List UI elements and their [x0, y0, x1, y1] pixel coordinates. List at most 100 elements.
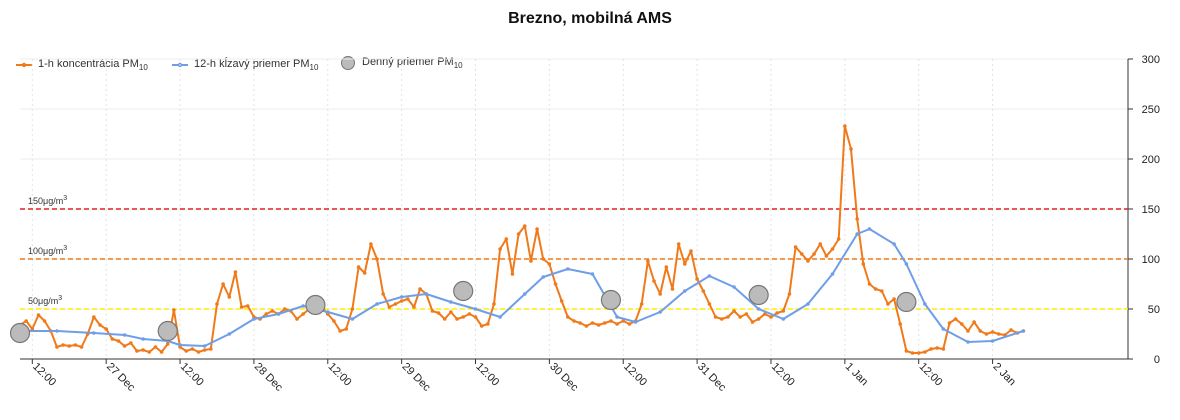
series-0-point[interactable] [670, 287, 675, 291]
series-0-point[interactable] [73, 343, 78, 347]
series-0-point[interactable] [916, 351, 921, 355]
series-0-point[interactable] [486, 322, 490, 326]
series-0-point[interactable] [775, 311, 779, 315]
daily-average-point[interactable] [748, 284, 769, 306]
series-0-point[interactable] [375, 257, 379, 261]
series-1-point[interactable] [566, 267, 570, 271]
series-0-point[interactable] [596, 323, 601, 327]
series-0-point[interactable] [215, 302, 219, 306]
series-0-point[interactable] [658, 292, 662, 296]
series-0-point[interactable] [849, 147, 853, 151]
series-0-point[interactable] [1009, 328, 1013, 332]
series-0-point[interactable] [923, 350, 927, 354]
series-1-point[interactable] [252, 317, 256, 321]
series-0-point[interactable] [202, 348, 207, 352]
series-1-point[interactable] [683, 289, 687, 293]
series-1-point[interactable] [990, 339, 995, 343]
series-0-point[interactable] [36, 313, 41, 317]
series-1-point[interactable] [1021, 329, 1026, 333]
series-0-point[interactable] [947, 321, 952, 325]
series-0-point[interactable] [966, 329, 970, 333]
series-0-point[interactable] [147, 350, 152, 354]
series-1-point[interactable] [325, 310, 330, 314]
series-0-point[interactable] [910, 351, 915, 355]
series-0-point[interactable] [646, 259, 650, 263]
series-0-point[interactable] [55, 345, 59, 349]
series-0-point[interactable] [787, 292, 792, 296]
series-1-point[interactable] [92, 331, 96, 335]
series-1-point[interactable] [178, 343, 182, 347]
series-0-point[interactable] [522, 224, 527, 228]
series-0-point[interactable] [750, 320, 755, 324]
series-0-point[interactable] [350, 307, 355, 311]
series-0-point[interactable] [449, 310, 453, 314]
series-1-point[interactable] [473, 307, 478, 311]
series-0-point[interactable] [338, 329, 342, 333]
series-0-point[interactable] [836, 237, 841, 241]
series-0-point[interactable] [824, 254, 829, 258]
series-0-point[interactable] [781, 309, 786, 313]
series-1-point[interactable] [122, 333, 127, 337]
series-0-point[interactable] [584, 324, 589, 328]
series-0-point[interactable] [196, 350, 201, 354]
series-0-point[interactable] [110, 337, 115, 341]
series-0-point[interactable] [387, 305, 392, 309]
series-0-point[interactable] [615, 322, 619, 326]
series-0-point[interactable] [547, 262, 552, 266]
series-0-point[interactable] [886, 302, 890, 306]
series-0-point[interactable] [793, 245, 798, 249]
series-0-point[interactable] [990, 330, 995, 334]
series-0-point[interactable] [67, 344, 72, 348]
series-1-point[interactable] [301, 304, 305, 308]
series-0-point[interactable] [707, 302, 712, 306]
series-0-point[interactable] [541, 257, 546, 261]
series-0-point[interactable] [430, 309, 435, 313]
series-0-point[interactable] [879, 289, 884, 293]
series-0-point[interactable] [492, 302, 496, 306]
series-0-point[interactable] [369, 242, 373, 246]
series-0-point[interactable] [153, 345, 158, 349]
series-1-point[interactable] [399, 295, 404, 299]
series-1-point[interactable] [941, 327, 946, 331]
series-0-point[interactable] [756, 317, 761, 321]
series-0-point[interactable] [559, 299, 564, 303]
series-1-point[interactable] [276, 312, 281, 316]
series-0-point[interactable] [455, 317, 459, 321]
series-0-point[interactable] [467, 312, 472, 316]
series-0-point[interactable] [172, 308, 176, 312]
series-1-point[interactable] [781, 317, 786, 321]
series-0-point[interactable] [683, 262, 687, 266]
series-0-point[interactable] [726, 315, 730, 319]
series-1-point[interactable] [867, 227, 872, 231]
series-0-point[interactable] [295, 317, 299, 321]
series-1-point[interactable] [424, 292, 429, 296]
series-0-point[interactable] [676, 242, 681, 246]
series-0-point[interactable] [61, 343, 65, 347]
series-line-0[interactable] [19, 125, 1024, 354]
series-1-point[interactable] [707, 274, 712, 278]
series-1-point[interactable] [375, 302, 379, 306]
series-0-point[interactable] [689, 249, 693, 253]
series-0-point[interactable] [24, 319, 28, 323]
series-0-point[interactable] [553, 282, 558, 286]
series-0-point[interactable] [602, 321, 607, 325]
series-1-point[interactable] [923, 302, 927, 306]
daily-average-point[interactable] [453, 280, 474, 302]
series-0-point[interactable] [812, 252, 816, 256]
series-0-point[interactable] [362, 271, 367, 275]
series-0-point[interactable] [609, 319, 613, 323]
series-0-point[interactable] [159, 350, 164, 354]
series-1-point[interactable] [756, 307, 761, 311]
series-0-point[interactable] [732, 309, 736, 313]
series-1-point[interactable] [615, 315, 619, 319]
series-0-point[interactable] [719, 317, 724, 321]
legend-item-hourly[interactable]: 1-h koncentrácia PM10 [16, 58, 148, 72]
series-0-point[interactable] [929, 347, 933, 351]
series-0-point[interactable] [264, 312, 269, 316]
series-0-point[interactable] [436, 311, 441, 315]
series-0-point[interactable] [165, 342, 170, 346]
series-0-point[interactable] [381, 292, 385, 296]
series-1-point[interactable] [855, 232, 859, 236]
series-0-point[interactable] [418, 287, 422, 291]
series-0-point[interactable] [227, 295, 232, 299]
